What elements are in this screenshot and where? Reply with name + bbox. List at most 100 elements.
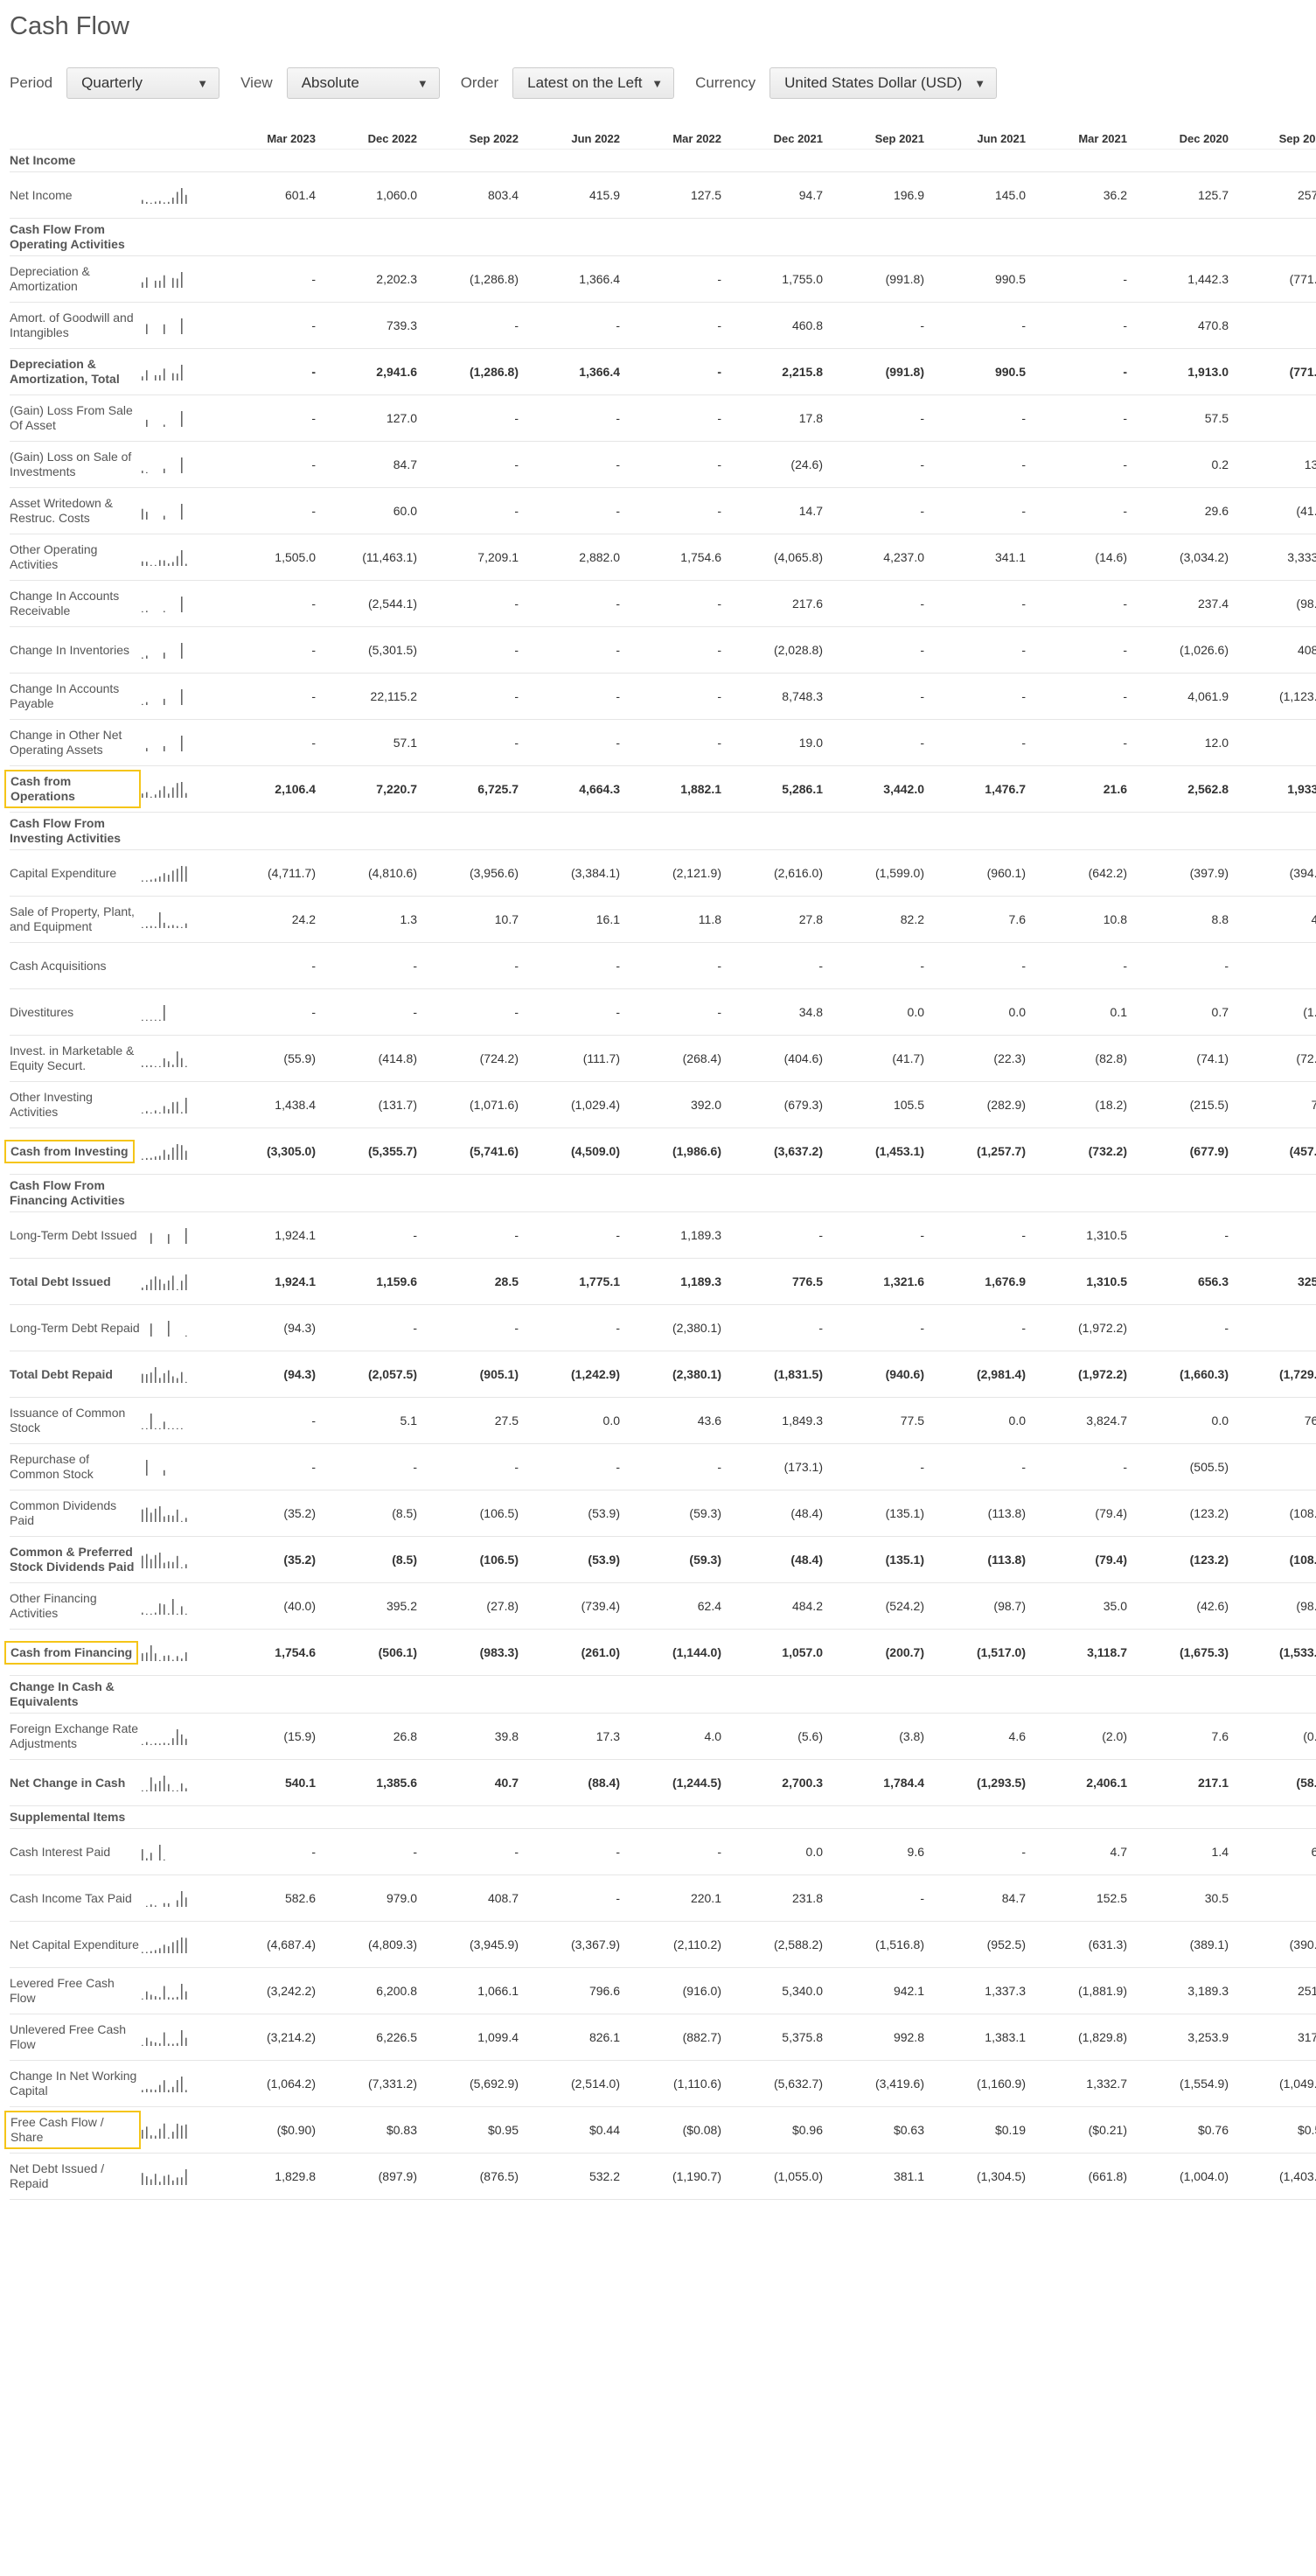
period-select[interactable]: Quarterly ▼ bbox=[66, 67, 220, 99]
value-cell: ($0.21) bbox=[1026, 2106, 1127, 2154]
sparkline-cell[interactable] bbox=[141, 1759, 214, 1806]
value-cell: 9.6 bbox=[823, 1828, 924, 1875]
value-cell: (1,244.5) bbox=[620, 1759, 721, 1806]
value-cell: (72.6) bbox=[1229, 1035, 1316, 1082]
value-cell: (1,055.0) bbox=[721, 2153, 823, 2200]
sparkline-cell[interactable] bbox=[141, 394, 214, 442]
sparkline-cell[interactable] bbox=[141, 1713, 214, 1760]
sparkline-cell[interactable] bbox=[141, 849, 214, 897]
row-label: Cash Acquisitions bbox=[10, 942, 141, 989]
value-cell: (771.5) bbox=[1229, 255, 1316, 303]
sparkline-cell[interactable] bbox=[141, 1081, 214, 1128]
sparkline-cell[interactable] bbox=[141, 988, 214, 1036]
sparkline-cell[interactable] bbox=[141, 534, 214, 581]
sparkline-bar bbox=[146, 324, 148, 334]
sparkline-bar bbox=[177, 1555, 178, 1568]
value-cell: 82.2 bbox=[823, 896, 924, 943]
sparkline-cell[interactable] bbox=[141, 1967, 214, 2014]
sparkline-bar bbox=[185, 1651, 187, 1661]
sparkline-cell[interactable] bbox=[141, 441, 214, 488]
sparkline-cell[interactable] bbox=[141, 1304, 214, 1351]
sparkline-cell[interactable] bbox=[141, 896, 214, 943]
value-cell: - bbox=[620, 441, 721, 488]
row-label: (Gain) Loss From Sale Of Asset bbox=[10, 394, 141, 442]
sparkline-cell[interactable] bbox=[141, 1582, 214, 1630]
value-cell: 415.9 bbox=[519, 171, 620, 219]
sparkline-cell[interactable] bbox=[141, 1397, 214, 1444]
order-select[interactable]: Latest on the Left ▼ bbox=[512, 67, 675, 99]
sparkline-cell[interactable] bbox=[141, 302, 214, 349]
view-select[interactable]: Absolute ▼ bbox=[286, 67, 440, 99]
sparkline-cell[interactable] bbox=[141, 1828, 214, 1875]
value-cell: (261.0) bbox=[519, 1629, 620, 1676]
sparkline-bar bbox=[159, 1603, 161, 1615]
sparkline-cell[interactable] bbox=[141, 673, 214, 720]
sparkline-cell[interactable] bbox=[141, 2060, 214, 2107]
sparkline-cell[interactable] bbox=[141, 2106, 214, 2154]
sparkline-cell[interactable] bbox=[141, 348, 214, 395]
sparkline-bar bbox=[168, 1233, 170, 1244]
value-cell: 1,924.1 bbox=[214, 1258, 316, 1305]
sparkline-cell[interactable] bbox=[141, 2014, 214, 2061]
sparkline-bar bbox=[172, 2180, 174, 2185]
row-label: Common & Preferred Stock Dividends Paid bbox=[10, 1536, 141, 1583]
sparkline-bar bbox=[164, 1516, 165, 1522]
currency-select[interactable]: United States Dollar (USD) ▼ bbox=[769, 67, 998, 99]
table-row: Net Capital Expenditure (4,687.4) (4,809.3… bbox=[10, 1921, 1316, 1968]
sparkline-bar bbox=[168, 1655, 170, 1661]
value-cell: 601.4 bbox=[214, 171, 316, 219]
table-row: Common Dividends Paid (35.2) (8.5) (106.5)(… bbox=[10, 1490, 1316, 1537]
sparkline-cell[interactable] bbox=[141, 580, 214, 627]
section-title: Change In Cash & Equivalents bbox=[10, 1675, 141, 1714]
sparkline-cell[interactable] bbox=[141, 942, 214, 989]
sparkline-cell[interactable] bbox=[141, 2153, 214, 2200]
value-cell: (5,355.7) bbox=[316, 1127, 417, 1175]
value-cell: (200.7) bbox=[823, 1629, 924, 1676]
sparkline-bar bbox=[150, 564, 152, 566]
value-cell: (2.0) bbox=[1026, 1713, 1127, 1760]
sparkline-bar bbox=[177, 2080, 178, 2092]
sparkline-bar bbox=[185, 1228, 187, 1244]
sparkline-cell[interactable] bbox=[141, 1211, 214, 1259]
sparkline-bar bbox=[142, 2044, 143, 2046]
sparkline-cell[interactable] bbox=[141, 626, 214, 674]
value-cell: - bbox=[214, 302, 316, 349]
value-cell: (1,729.8) bbox=[1229, 1351, 1316, 1398]
sparkline-cell[interactable] bbox=[141, 487, 214, 534]
sparkline-cell[interactable] bbox=[141, 1258, 214, 1305]
value-cell: - bbox=[417, 719, 519, 766]
row-label: Long-Term Debt Issued bbox=[10, 1211, 141, 1259]
value-cell: (414.8) bbox=[316, 1035, 417, 1082]
sparkline-cell[interactable] bbox=[141, 1351, 214, 1398]
value-cell: 217.1 bbox=[1127, 1759, 1229, 1806]
value-cell: 1,310.5 bbox=[1026, 1211, 1127, 1259]
section-header-row: Net Income bbox=[10, 149, 1316, 172]
value-cell: 582.6 bbox=[214, 1874, 316, 1922]
sparkline-cell[interactable] bbox=[141, 1536, 214, 1583]
sparkline-bar bbox=[150, 1645, 152, 1661]
value-cell: - bbox=[1229, 1211, 1316, 1259]
value-cell: (631.3) bbox=[1026, 1921, 1127, 1968]
value-cell: (42.6) bbox=[1127, 1582, 1229, 1630]
sparkline-bar bbox=[150, 1853, 152, 1860]
value-cell: - bbox=[417, 988, 519, 1036]
value-cell: - bbox=[620, 1443, 721, 1490]
sparkline-bar bbox=[142, 1612, 143, 1615]
sparkline-cell[interactable] bbox=[141, 1629, 214, 1676]
sparkline-cell[interactable] bbox=[141, 1490, 214, 1537]
sparkline-cell[interactable] bbox=[141, 1127, 214, 1175]
sparkline-cell[interactable] bbox=[141, 1035, 214, 1082]
sparkline-cell[interactable] bbox=[141, 1921, 214, 1968]
sparkline-bar bbox=[168, 1428, 170, 1429]
sparkline-cell[interactable] bbox=[141, 1443, 214, 1490]
sparkline-cell[interactable] bbox=[141, 1874, 214, 1922]
value-cell: - bbox=[1026, 719, 1127, 766]
section-title: Cash Flow From Financing Activities bbox=[10, 1174, 141, 1212]
sparkline-bar bbox=[177, 1940, 178, 1953]
sparkline-cell[interactable] bbox=[141, 719, 214, 766]
sparkline-cell[interactable] bbox=[141, 171, 214, 219]
sparkline-cell[interactable] bbox=[141, 255, 214, 303]
value-cell: $0.83 bbox=[316, 2106, 417, 2154]
sparkline-cell[interactable] bbox=[141, 765, 214, 813]
value-cell: (739.4) bbox=[519, 1582, 620, 1630]
